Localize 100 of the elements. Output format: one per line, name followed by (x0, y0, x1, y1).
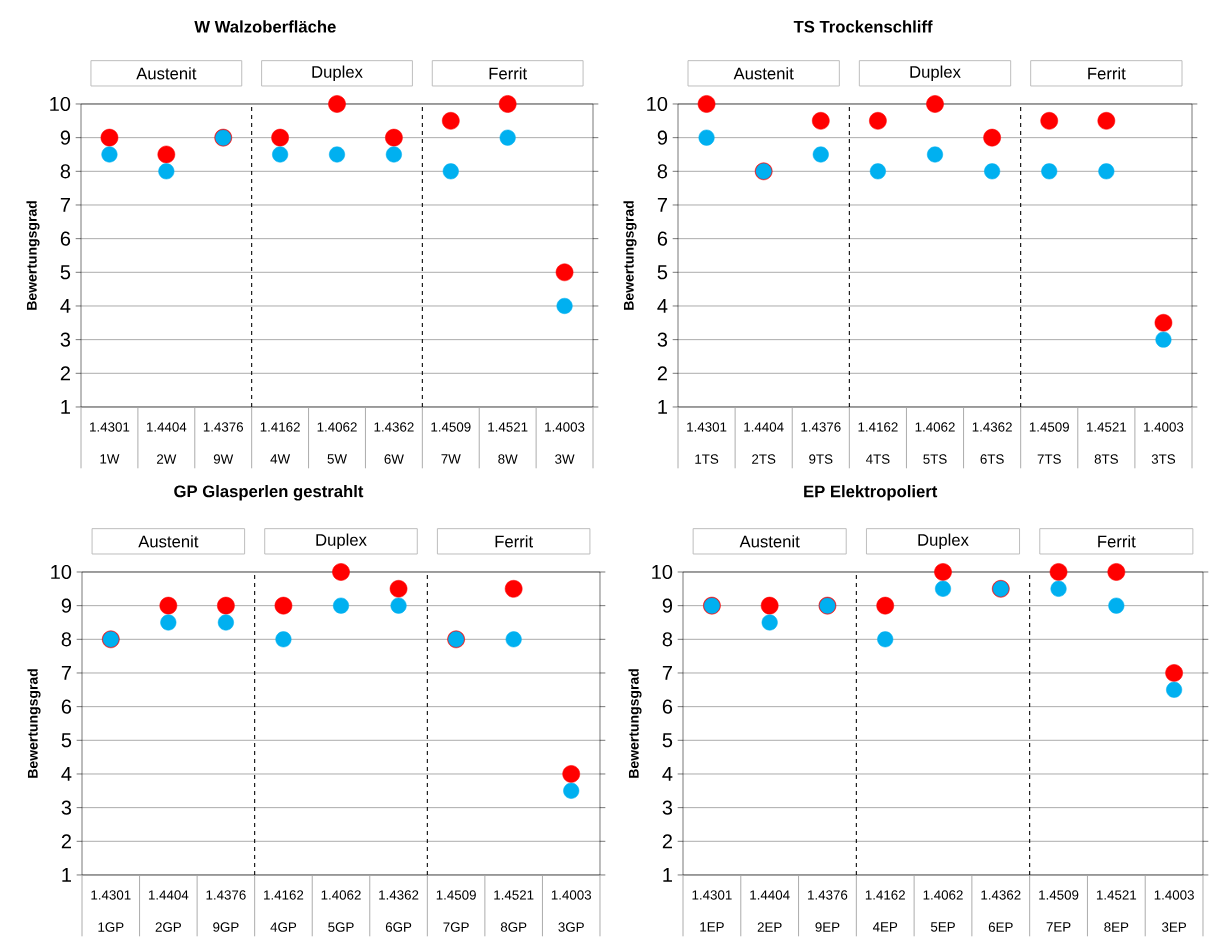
chart-title: W Walzoberfläche (194, 20, 336, 33)
x-tick-label: 4TS (865, 454, 890, 464)
x-tick-label: 9W (213, 454, 234, 464)
y-tick-label: 8 (61, 632, 72, 647)
y-tick-label: 8 (662, 632, 673, 647)
x-tick-label: 7W (441, 454, 461, 464)
text: 1.4376 (203, 422, 244, 432)
x-tick-label: 4EP (872, 922, 898, 932)
x-tick-label: 3EP (1162, 922, 1187, 932)
y-tick-label: 6 (662, 699, 673, 714)
y-tick-label: 6 (61, 699, 72, 714)
text: 1.4003 (1154, 890, 1194, 900)
x-tick-label: 7GP (443, 922, 469, 932)
text: 1.4301 (692, 890, 732, 900)
text: 1.4062 (317, 422, 357, 432)
x-tick-label: 1W (100, 454, 120, 464)
x-tick-label: 2GP (155, 922, 181, 932)
x-tick-label: 9EP (815, 922, 840, 932)
x-tick-label: 7TS (1037, 454, 1061, 464)
y-tick-label: 3 (657, 332, 668, 347)
text: 1.4404 (148, 890, 189, 900)
text: 1.4003 (551, 890, 592, 900)
text: 1.4301 (90, 422, 130, 432)
text: 1.4003 (545, 422, 585, 432)
x-tick-label: 5EP (930, 922, 955, 932)
text: 1.4509 (1039, 890, 1079, 900)
text: 1.4301 (687, 422, 727, 432)
x-tick-label: 9GP (213, 922, 239, 932)
y-tick-label: 2 (662, 834, 672, 849)
y-tick-label: 9 (662, 598, 672, 613)
y-tick-label: 1 (663, 868, 672, 882)
chart-title: GP Glasperlen gestrahlt (174, 484, 364, 501)
text: Ferrit (495, 535, 533, 548)
chart-title: TS Trockenschliff (793, 20, 933, 33)
text: 1.4362 (379, 890, 419, 900)
y-tick-label: 6 (60, 231, 71, 246)
text: 1.4404 (750, 890, 790, 900)
text: 1.4376 (206, 890, 246, 900)
y-tick-label: 7 (60, 198, 70, 212)
y-tick-label: 10 (652, 564, 673, 580)
text: Duplex (910, 65, 961, 82)
y-tick-label: 7 (61, 666, 71, 680)
x-tick-label: 4W (270, 454, 291, 464)
text: Austenit (733, 67, 794, 80)
x-tick-label: 3GP (558, 922, 584, 932)
y-tick-label: 8 (60, 164, 71, 179)
text: Austenit (739, 535, 800, 548)
y-axis-title: Bewertungsgrad (628, 669, 642, 778)
text: 1.4162 (260, 422, 300, 432)
y-tick-label: 3 (60, 332, 71, 347)
y-tick-label: 2 (61, 834, 71, 849)
text: 1.4521 (488, 422, 528, 432)
y-tick-label: 4 (657, 299, 668, 313)
text: Duplex (312, 65, 363, 82)
y-tick-label: 10 (51, 564, 72, 580)
x-tick-label: 6W (384, 454, 404, 464)
text: 1.4509 (431, 422, 471, 432)
text: 1.4404 (744, 422, 784, 432)
text: Ferrit (489, 67, 527, 80)
y-tick-label: 3 (61, 800, 72, 815)
x-tick-label: 8W (498, 454, 518, 464)
text: 1.4376 (808, 890, 848, 900)
text: 1.4521 (494, 890, 534, 900)
y-tick-label: 4 (61, 767, 72, 781)
y-tick-label: 1 (658, 400, 667, 414)
x-tick-label: 8GP (500, 922, 527, 932)
text: Duplex (316, 533, 367, 550)
text: 1.4376 (801, 422, 841, 432)
x-tick-label: 3W (555, 454, 575, 464)
x-tick-label: 8TS (1094, 454, 1118, 464)
text: 1.4404 (146, 422, 187, 432)
text: 1.4509 (436, 890, 476, 900)
x-tick-label: 8EP (1104, 922, 1129, 932)
text: 1.4521 (1086, 422, 1127, 432)
text: Austenit (138, 535, 199, 548)
y-axis-title: Bewertungsgrad (27, 669, 41, 778)
y-tick-label: 7 (657, 198, 667, 212)
text: 1.4162 (264, 890, 304, 900)
text: 1.4162 (865, 890, 905, 900)
text: 1.4362 (981, 890, 1021, 900)
y-tick-label: 1 (62, 868, 71, 882)
x-tick-label: 2TS (752, 454, 776, 464)
y-tick-label: 10 (647, 96, 668, 112)
text: 1.4362 (374, 422, 414, 432)
y-axis-title: Bewertungsgrad (623, 201, 637, 310)
y-tick-label: 4 (60, 299, 71, 313)
y-tick-label: 9 (657, 130, 667, 145)
chart-title: EP Elektropoliert (804, 485, 938, 501)
text: 1.4003 (1144, 422, 1184, 432)
y-tick-label: 2 (657, 366, 667, 381)
y-tick-label: 5 (61, 733, 72, 748)
text: 1.4062 (915, 422, 955, 432)
text: 1.4521 (1096, 890, 1137, 900)
x-tick-label: 6TS (980, 454, 1004, 464)
text: 1.4162 (858, 422, 898, 432)
y-tick-label: 8 (657, 164, 668, 179)
x-tick-label: 7EP (1046, 922, 1071, 932)
text: 1.4062 (321, 890, 361, 900)
text: 1.4062 (923, 890, 963, 900)
x-tick-label: 1TS (695, 454, 719, 464)
